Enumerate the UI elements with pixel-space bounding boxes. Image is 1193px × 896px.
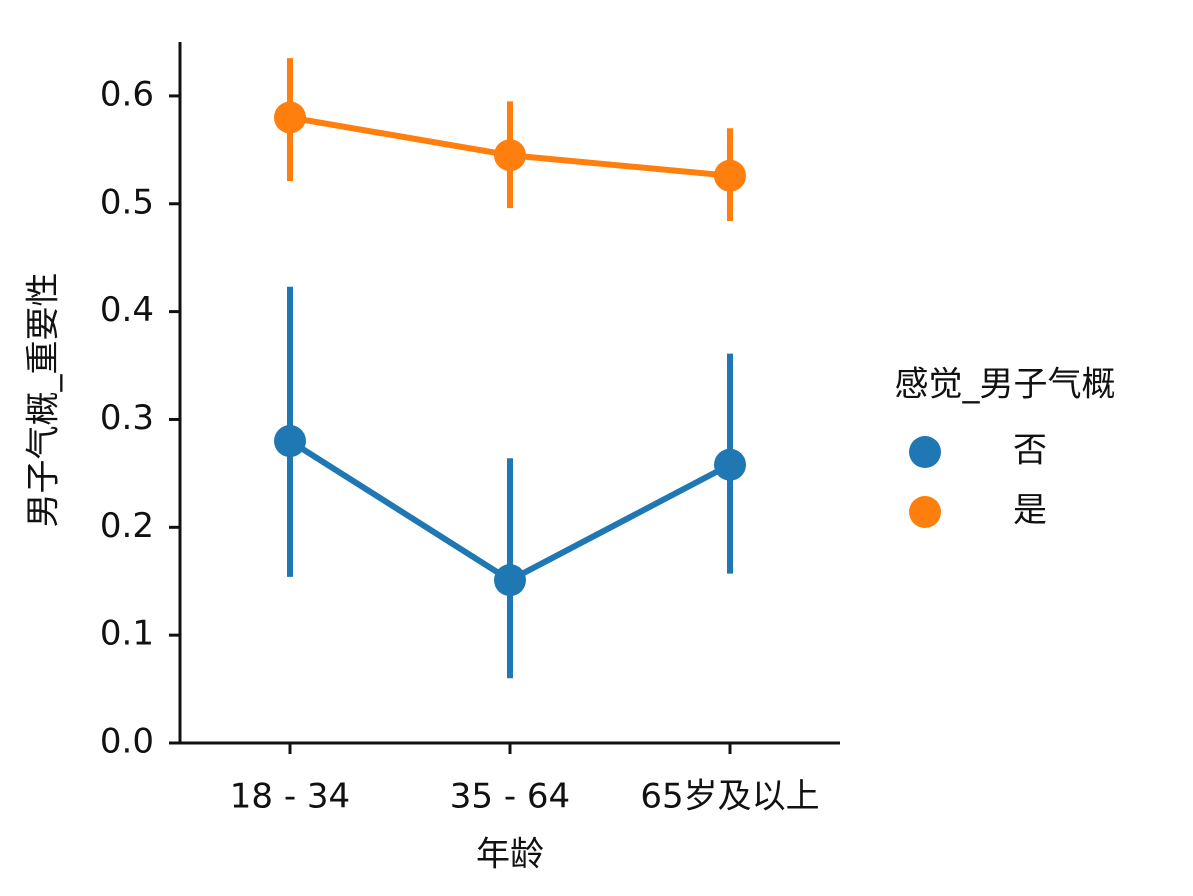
y-tick-label: 0.3: [100, 398, 154, 438]
x-tick-label: 18 - 34: [230, 777, 350, 817]
x-tick-label: 65岁及以上: [640, 777, 819, 817]
point: [494, 139, 526, 172]
point: [714, 448, 746, 481]
point: [494, 564, 526, 597]
x-tick-label: 35 - 64: [450, 777, 570, 817]
y-tick-label: 0.0: [100, 722, 154, 762]
y-tick-label: 0.2: [100, 506, 154, 546]
point: [714, 159, 746, 192]
y-axis-label: 男子气概_重要性: [24, 273, 64, 528]
x-axis-label: 年龄: [476, 835, 544, 875]
point: [274, 101, 306, 134]
legend-label: 是: [1013, 491, 1047, 531]
point: [274, 425, 306, 458]
legend-marker: [909, 496, 941, 528]
legend-title: 感觉_男子气概: [895, 365, 1116, 405]
legend-label: 否: [1013, 431, 1047, 471]
y-tick-label: 0.1: [100, 614, 154, 654]
legend-marker: [909, 436, 941, 468]
y-tick-label: 0.6: [100, 74, 154, 114]
y-tick-label: 0.4: [100, 290, 154, 330]
y-tick-label: 0.5: [100, 182, 154, 222]
